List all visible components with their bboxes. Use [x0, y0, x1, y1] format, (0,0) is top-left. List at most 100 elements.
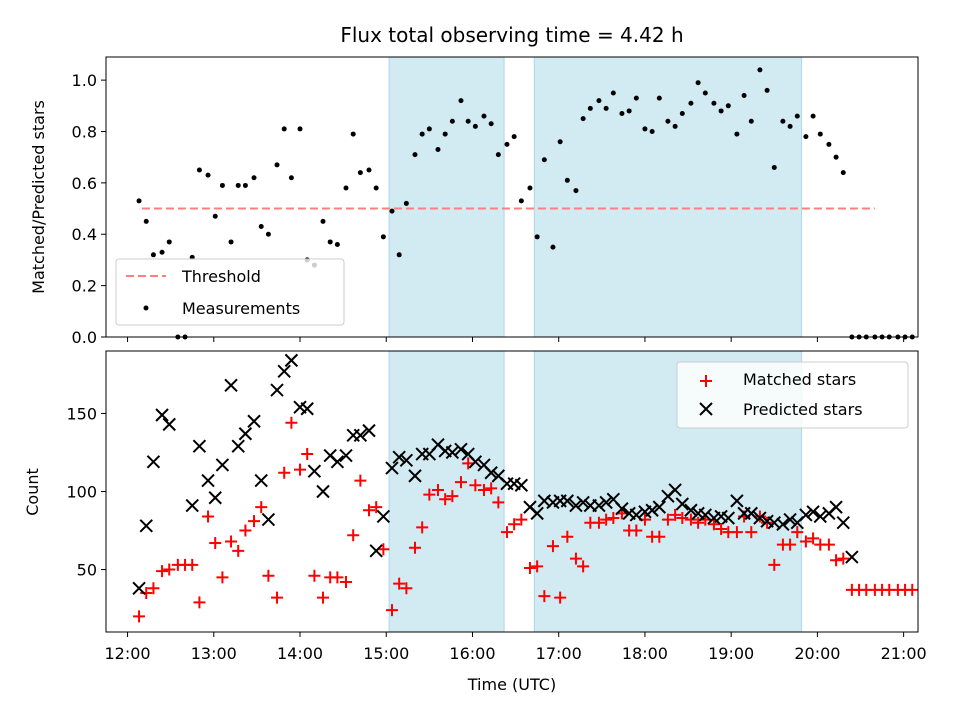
- bottom-legend-box: [676, 361, 909, 429]
- predicted-star-point-14: [254, 473, 268, 488]
- measurement-point-14: [242, 182, 248, 188]
- matched-star-point-87: [799, 535, 812, 548]
- top-shaded-intervals: [388, 56, 803, 338]
- predicted-star-point-58: [592, 498, 606, 513]
- predicted-star-point-16: [270, 383, 284, 397]
- x-tick-label-8: 20:00: [794, 644, 840, 663]
- matched-star-point-16: [255, 501, 268, 514]
- x-tick-label-2: 14:00: [277, 644, 323, 663]
- measurement-point-91: [833, 154, 839, 160]
- predicted-star-point-11: [231, 439, 245, 453]
- measurement-point-54: [550, 244, 556, 250]
- predicted-star-point-33: [399, 453, 414, 467]
- chart-title: Flux total observing time = 4.42 h: [340, 23, 683, 47]
- measurement-point-81: [757, 67, 763, 73]
- measurement-point-26: [334, 242, 340, 248]
- matched-star-point-1: [140, 586, 153, 599]
- measurement-point-78: [734, 131, 740, 137]
- predicted-star-point-1: [139, 519, 153, 533]
- matched-star-point-57: [569, 552, 582, 565]
- measurement-point-44: [472, 123, 478, 129]
- matched-star-point-82: [761, 516, 774, 529]
- measurement-point-35: [403, 200, 409, 206]
- measurement-point-87: [803, 134, 809, 140]
- measurement-point-61: [603, 105, 609, 111]
- bottom-x-axis: 12:00 13:00 14:00 15:00 16:00 17:00 18:00 19:00…: [105, 632, 927, 663]
- legend-matched-swatch: [700, 375, 712, 387]
- matched-star-point-11: [216, 571, 229, 584]
- matched-star-point-92: [837, 552, 850, 565]
- predicted-star-point-10: [224, 378, 238, 393]
- top-shaded-interval-0: [388, 56, 505, 338]
- matched-star-point-70: [669, 508, 682, 521]
- bottom-y-tick-label-1: 100: [66, 483, 97, 502]
- predicted-star-point-9: [215, 458, 230, 472]
- matched-star-point-78: [730, 526, 743, 539]
- matched-star-point-90: [822, 538, 835, 551]
- measurement-point-28: [350, 131, 356, 137]
- count-markers-layer: [132, 353, 919, 623]
- measurement-point-59: [587, 105, 593, 111]
- measurement-point-90: [826, 141, 832, 147]
- measurement-point-31: [373, 185, 379, 191]
- measurement-point-29: [357, 170, 363, 176]
- matched-star-point-8: [193, 596, 206, 609]
- matched-star-point-20: [285, 416, 298, 429]
- measurement-point-19: [281, 126, 287, 132]
- matched-star-point-61: [600, 513, 613, 526]
- matched-star-point-22: [301, 448, 314, 461]
- matched-star-point-40: [439, 493, 452, 506]
- measurement-point-50: [518, 198, 524, 204]
- predicted-star-point-78: [744, 506, 758, 521]
- predicted-star-point-3: [155, 408, 169, 422]
- predicted-star-point-2: [146, 455, 161, 469]
- matched-star-point-27: [340, 576, 353, 589]
- predicted-star-point-59: [599, 495, 613, 510]
- measurement-point-60: [596, 98, 602, 104]
- top-plot-frame: [105, 56, 919, 338]
- matched-star-point-38: [423, 488, 436, 501]
- measurement-point-9: [205, 172, 211, 178]
- measurement-point-79: [741, 93, 747, 99]
- predicted-star-point-68: [668, 483, 682, 497]
- matched-star-point-2: [147, 582, 160, 595]
- measurement-point-20: [288, 175, 294, 181]
- predicted-star-point-85: [799, 508, 813, 522]
- predicted-star-point-32: [392, 450, 406, 464]
- matched-star-point-47: [492, 496, 505, 509]
- measurement-point-56: [564, 177, 570, 183]
- measurement-point-75: [711, 100, 717, 106]
- measurement-point-45: [481, 113, 487, 119]
- predicted-star-point-87: [813, 509, 827, 524]
- measurement-point-18: [274, 162, 280, 168]
- predicted-star-point-39: [445, 445, 460, 460]
- measurement-point-77: [725, 103, 731, 109]
- predicted-star-point-76: [730, 494, 744, 508]
- matched-star-point-46: [485, 482, 498, 495]
- matched-star-point-29: [354, 474, 367, 487]
- measurement-point-37: [419, 131, 425, 137]
- legend-predicted-label: Predicted stars: [743, 400, 863, 419]
- predicted-star-point-29: [369, 544, 383, 558]
- matched-star-point-60: [592, 516, 605, 529]
- measurement-point-27: [343, 185, 349, 191]
- matched-star-point-81: [753, 510, 766, 523]
- predicted-star-point-24: [330, 455, 345, 469]
- measurement-point-82: [764, 87, 770, 93]
- top-y-axis-label: Matched/Predicted stars: [29, 100, 48, 294]
- matched-star-point-28: [347, 529, 360, 542]
- matched-star-point-69: [661, 513, 674, 526]
- matched-star-point-50: [515, 513, 528, 526]
- matched-star-point-73: [692, 516, 705, 529]
- matched-star-point-17: [262, 569, 275, 582]
- x-tick-label-9: 21:00: [881, 644, 927, 663]
- predicted-star-point-42: [468, 455, 483, 469]
- matched-star-point-30: [363, 504, 376, 517]
- measurement-point-13: [235, 182, 241, 188]
- measurement-point-17: [265, 231, 271, 237]
- predicted-star-point-82: [776, 517, 790, 531]
- measurement-point-74: [702, 90, 708, 96]
- measurement-point-73: [695, 80, 701, 86]
- matched-star-point-12: [225, 535, 238, 548]
- predicted-star-point-21: [307, 464, 322, 478]
